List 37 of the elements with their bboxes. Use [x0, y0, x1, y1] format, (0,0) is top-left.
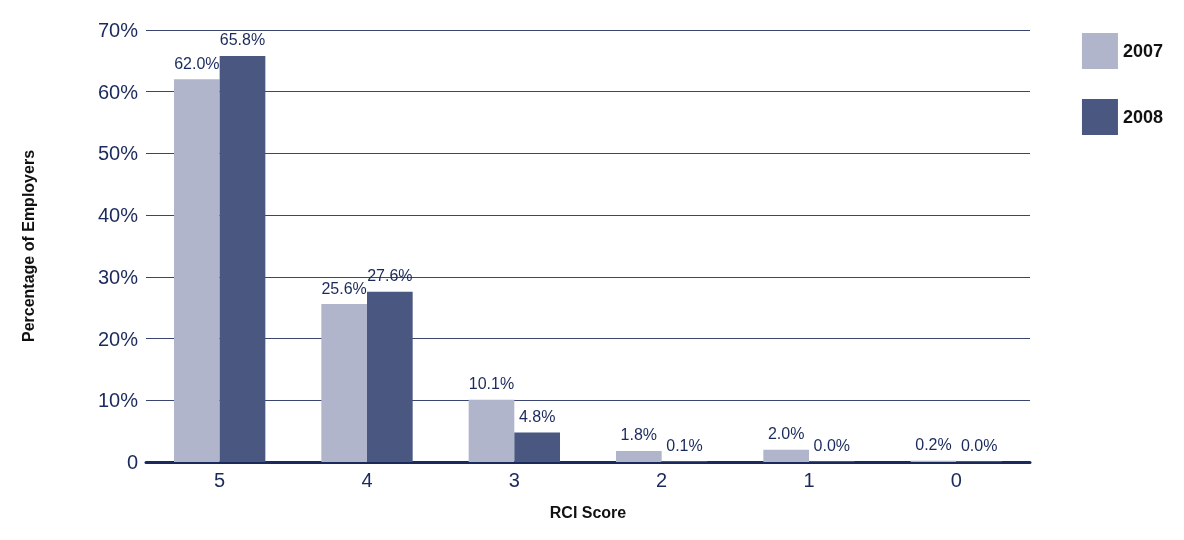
x-tick-label: 3: [508, 469, 520, 491]
y-tick-label: 70%: [97, 19, 139, 41]
bar: [615, 450, 662, 462]
legend-label: 2007: [1122, 41, 1163, 61]
x-tick-label: 4: [361, 469, 373, 491]
data-label: 25.6%: [321, 279, 367, 297]
bar: [173, 79, 220, 462]
legend-label: 2008: [1122, 107, 1163, 127]
x-tick-label: 1: [803, 469, 815, 491]
x-tick-label: 2: [656, 469, 668, 491]
y-tick-label: 50%: [97, 142, 139, 165]
bar: [367, 291, 413, 462]
data-label: 4.8%: [518, 407, 556, 425]
x-tick-label: 0: [950, 469, 962, 491]
data-label: 2.0%: [767, 425, 805, 443]
x-axis-title: RCI Score: [549, 503, 627, 521]
y-axis-title: Percentage of Employers: [19, 149, 37, 343]
bar: [321, 304, 367, 462]
y-tick-label: 40%: [97, 204, 139, 227]
data-label: 0.2%: [915, 436, 952, 454]
y-tick-label: 10%: [97, 389, 139, 412]
data-label: 62.0%: [174, 54, 220, 72]
data-label: 65.8%: [219, 31, 266, 49]
data-label: 0.0%: [960, 436, 998, 454]
data-label: 0.1%: [666, 436, 703, 454]
y-tick-label: 30%: [97, 265, 139, 288]
x-tick-label: 5: [214, 469, 226, 491]
data-label: 1.8%: [620, 426, 658, 444]
bar: [514, 432, 561, 462]
bar: [219, 55, 266, 462]
data-label: 10.1%: [468, 375, 515, 393]
y-tick-label: 20%: [97, 327, 139, 350]
y-tick-label: 60%: [97, 80, 139, 103]
bar: [468, 399, 515, 462]
data-label: 0.0%: [813, 436, 851, 454]
bar: [763, 449, 809, 462]
y-tick-label: 0: [126, 451, 138, 473]
